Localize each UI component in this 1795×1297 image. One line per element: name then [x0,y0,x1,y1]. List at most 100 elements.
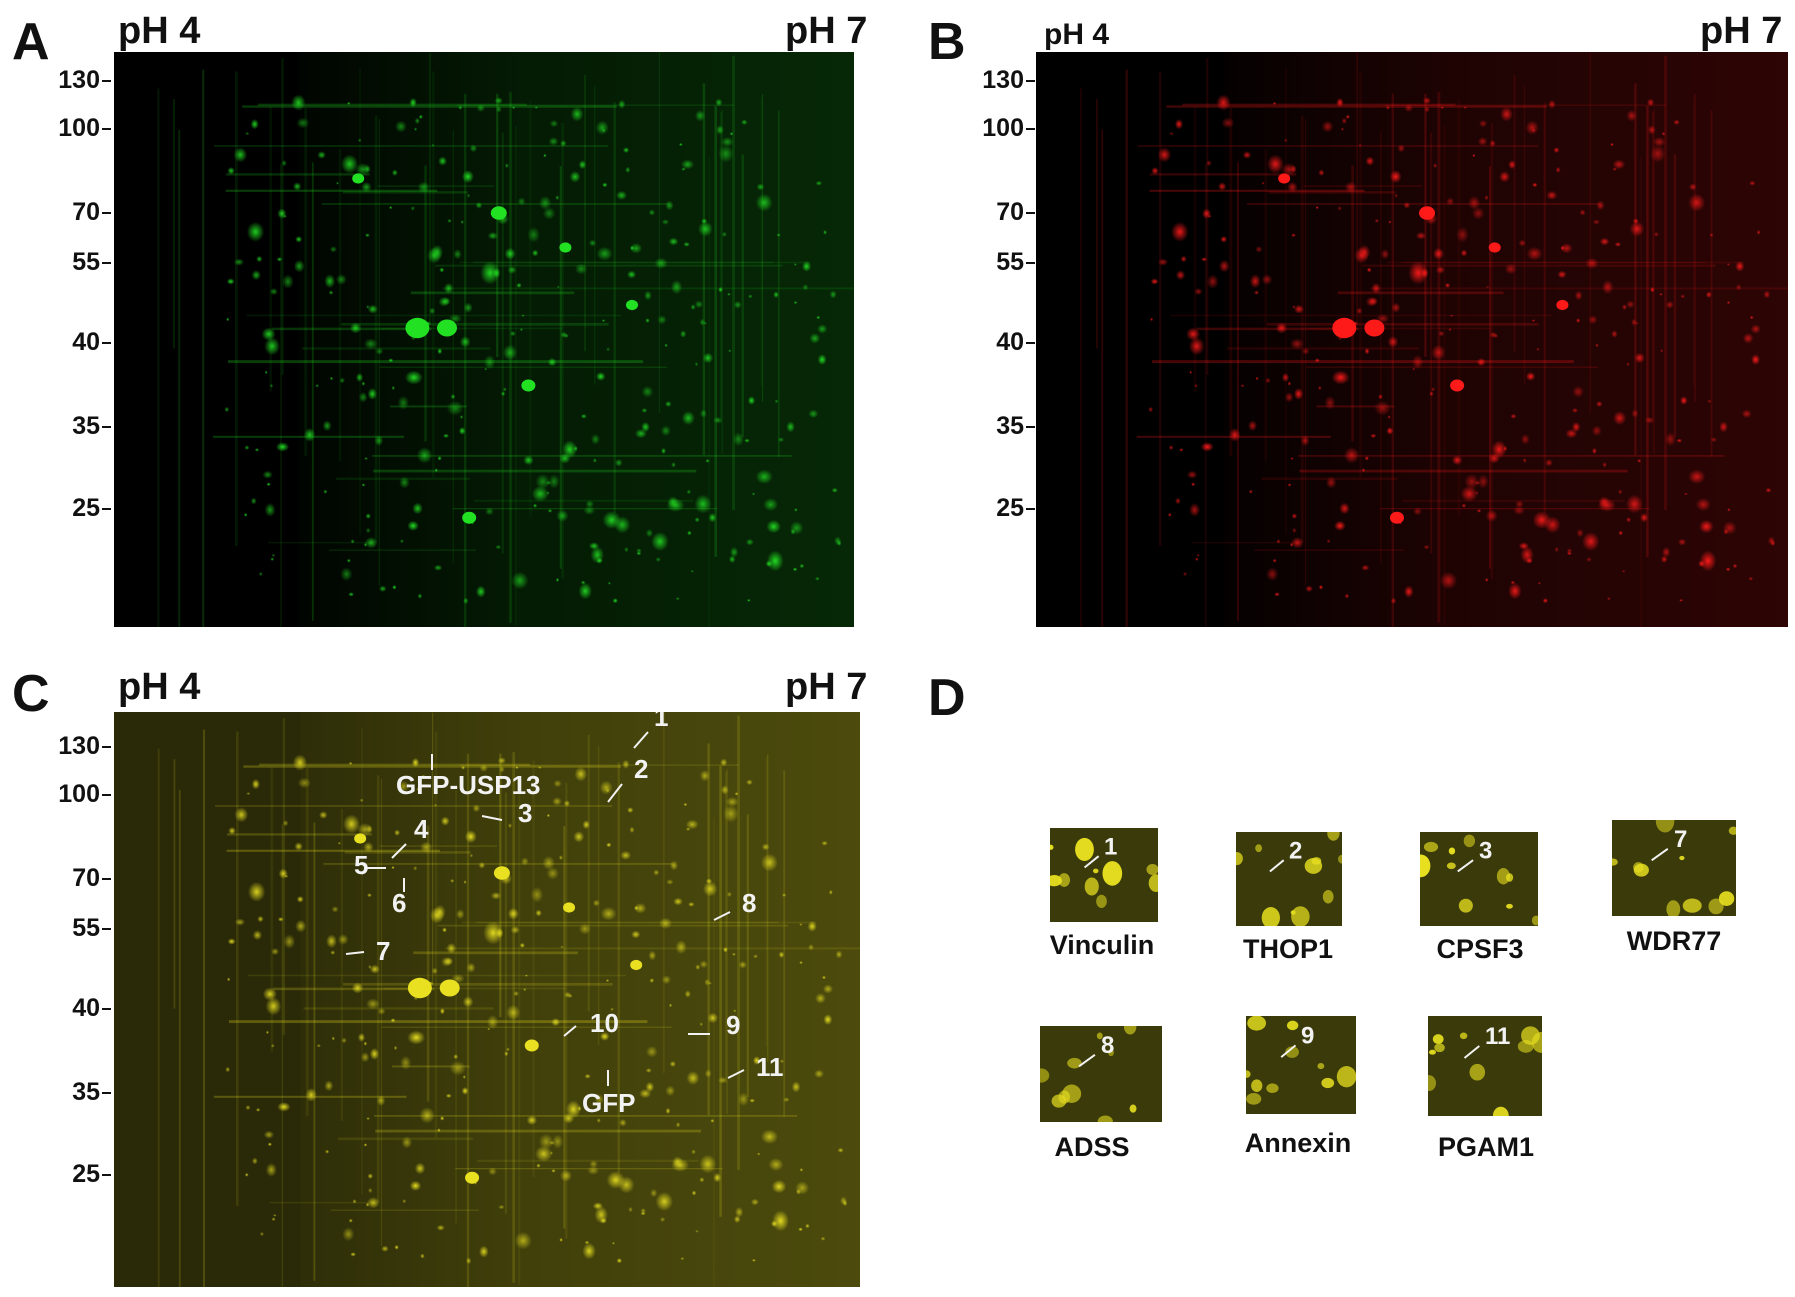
gel-streak [269,1201,374,1204]
gel-spot [1537,581,1541,585]
gel-streak [457,104,735,106]
gel-spot [601,319,606,322]
gel-streak [323,863,674,865]
gel-spot [487,1014,499,1030]
gel-streak [257,103,527,106]
gel-spot [265,1162,277,1177]
gel-spot [365,233,370,238]
gel-spot [257,915,264,923]
gel-spot [546,867,559,880]
gel-spot [551,1017,561,1027]
gel-spot [761,843,770,851]
gel-streak [1369,287,1788,290]
gel-spot [592,899,601,907]
gel-spot [842,1200,848,1207]
gel-streak [374,1114,798,1117]
gel-spot [277,917,284,922]
gel-spot [1727,508,1731,512]
gel-spot [1255,376,1259,381]
gel-spot [752,1056,761,1065]
gel-spot [392,584,397,590]
gel-spot [699,960,709,969]
gel-streak [1639,157,1642,627]
gel-spot [1658,292,1663,296]
gel-spot [331,906,339,913]
gel-spot [1515,500,1524,509]
gel-spot [407,520,419,531]
gel-spot [570,106,584,122]
gel-streak [1166,105,1548,108]
gel-spot [713,1172,722,1183]
gel-spot [721,231,727,238]
gel-spot [412,502,423,515]
gel-spot [537,766,542,769]
spot-annotation-label: 9 [726,1010,740,1040]
gel-streak [783,770,786,1117]
gel-spot [364,165,371,174]
gel-spot [584,1073,591,1079]
gel-spot [1429,391,1434,397]
gel-spot [1327,832,1340,841]
gel-spot [305,1087,317,1102]
gel-spot [355,372,364,383]
annotation-arrow [1083,855,1100,869]
gel-spot [535,909,542,917]
gel-spot [1266,567,1279,582]
gel-spot [574,766,588,782]
mw-marker-tick [102,262,111,264]
gel-spot [1699,519,1714,534]
gel-spot [1386,427,1394,435]
gel-spot [442,927,447,933]
gel-streak [474,499,694,502]
gel-spot [650,1188,658,1198]
gel-spot [367,893,372,898]
gel-spot [1750,324,1761,334]
gel-spot [336,181,340,185]
gel-spot [1602,462,1607,468]
inset-protein-label: Vinculin [1049,930,1155,960]
gel-spot [791,1081,801,1093]
gel-streak [344,851,471,854]
gel-spot [411,757,420,768]
gel-spot [1290,165,1297,174]
gel-spot [264,336,281,356]
gel-spot [746,598,751,602]
gel-spot [1575,318,1581,324]
gel-spot [292,754,308,771]
gel-spot [1726,301,1731,305]
gel-spot [772,1210,789,1232]
gel-spot [629,826,635,833]
gel-spot [526,1115,538,1126]
annotation-arrow [607,783,623,803]
gel-spot [277,1102,291,1112]
gel-spot [1650,144,1666,163]
gel-spot [807,920,817,932]
gel-spot [265,1030,269,1035]
gel-spot [627,270,637,279]
gel-streak [214,145,609,147]
gel-streak [721,109,723,454]
gel-spot [367,1173,374,1179]
gel-spot [684,990,691,998]
gel-spot [1290,338,1304,350]
gel-spot [394,1244,399,1250]
gel-streak [340,808,344,1121]
gel-spot [622,147,630,154]
gel-spot [1598,496,1610,508]
gel-spot [705,878,713,884]
gel-spot [542,855,555,870]
gel-streak [442,287,854,290]
gel-spot [1458,898,1473,913]
gel-spot [445,1093,452,1099]
gel-spot [319,811,328,819]
gel-spot [315,384,320,388]
gel-spot [1322,889,1334,904]
gel-spot [605,979,610,982]
gel-spot [596,246,613,261]
gel-streak [259,763,531,766]
gel-spot [478,861,486,869]
gel-spot [751,492,756,496]
gel-spot [1732,563,1738,569]
gel-spot [829,290,837,299]
gel-spot [1336,1066,1356,1088]
